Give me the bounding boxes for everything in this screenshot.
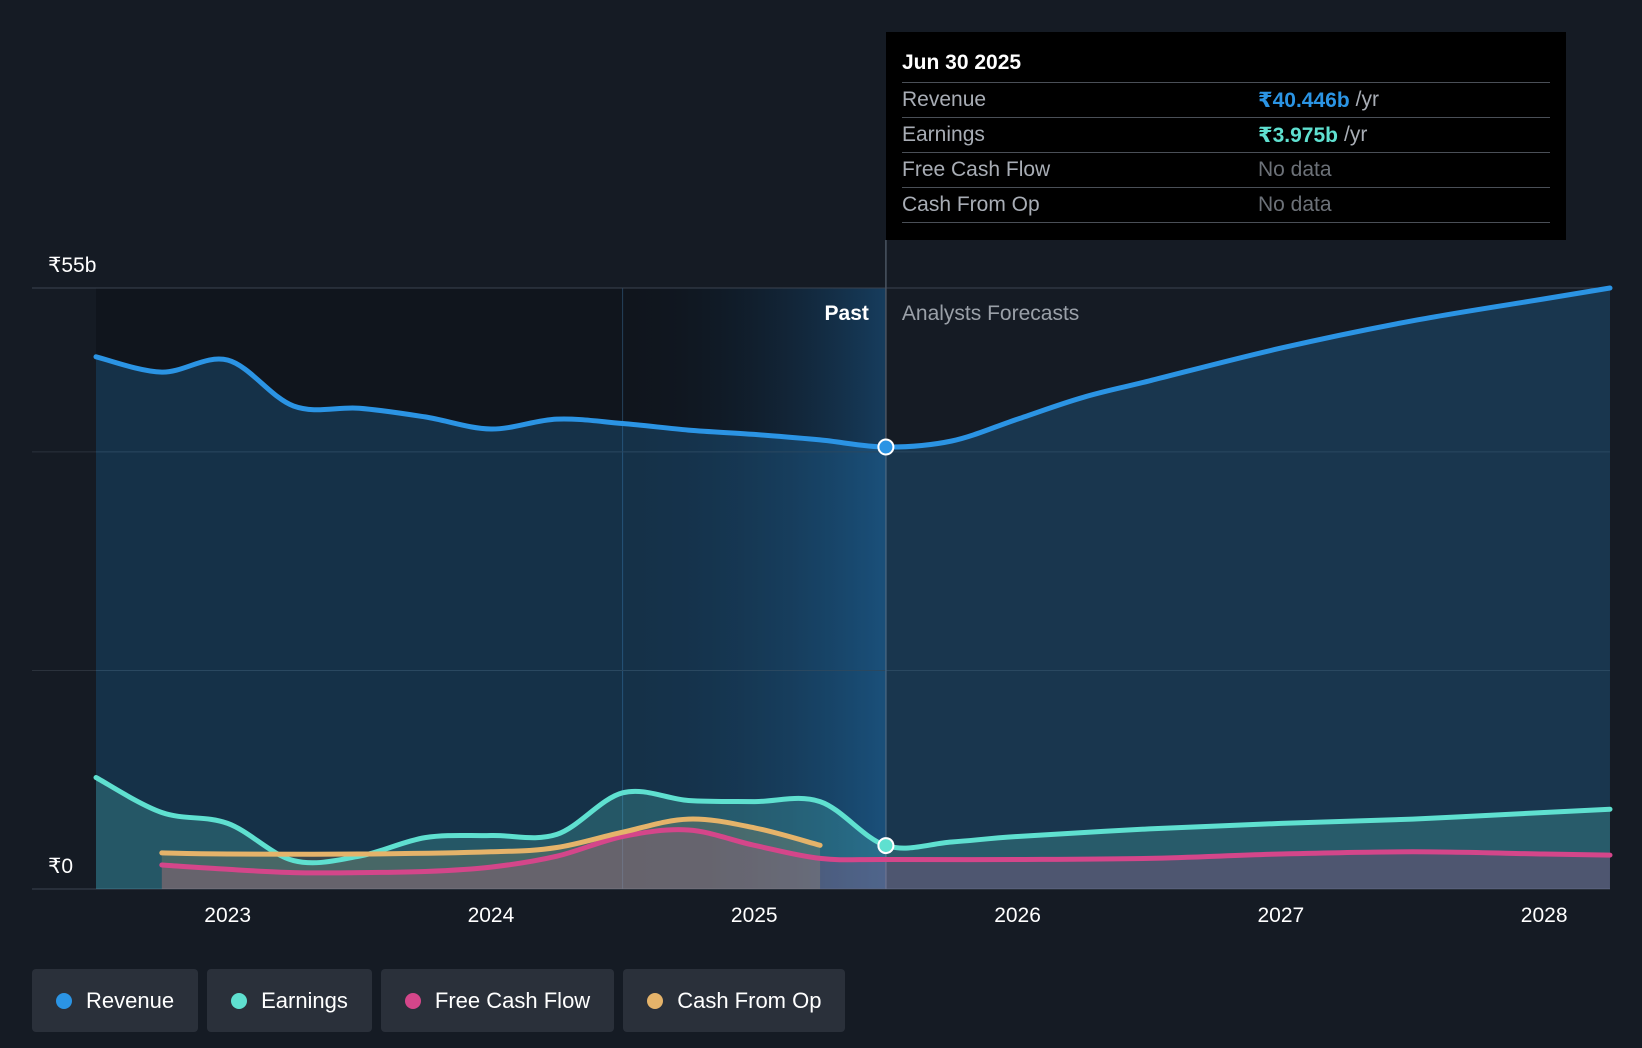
tooltip-unit: /yr: [1344, 123, 1368, 146]
tooltip-value: No data: [1258, 193, 1332, 216]
tooltip-label: Cash From Op: [902, 193, 1040, 216]
x-tick-label: 2026: [994, 904, 1041, 927]
tooltip: Jun 30 2025 Revenue ₹40.446b /yr Earning…: [886, 32, 1566, 240]
tooltip-value: ₹40.446b: [1258, 88, 1350, 112]
free-cash-flow-area: [161, 829, 1610, 889]
x-tick-label: 2025: [731, 904, 778, 927]
tooltip-label: Earnings: [902, 123, 985, 146]
x-tick-label: 2024: [468, 904, 515, 927]
dot-icon: [231, 992, 248, 1009]
tooltip-value: No data: [1258, 158, 1332, 181]
dot-icon: [647, 992, 664, 1009]
earnings-line: [93, 775, 1613, 866]
tooltip-row-fcf: Free Cash Flow No data: [902, 152, 1550, 187]
cash-from-op-line: [159, 816, 823, 857]
x-tick-label: 2023: [204, 904, 251, 927]
earnings-marker: [877, 837, 895, 855]
x-tick-label: 2027: [1257, 904, 1304, 927]
tooltip-row-earnings: Earnings ₹3.975b /yr: [902, 117, 1550, 152]
dot-icon: [56, 992, 72, 1009]
legend-label: Revenue: [86, 987, 175, 1013]
revenue-area: [96, 288, 1610, 889]
legend-item-cash-from-op[interactable]: Cash From Op: [623, 969, 846, 1032]
revenue-line: [93, 285, 1613, 450]
tooltip-unit: /yr: [1355, 88, 1379, 111]
y-tick-label: ₹55b: [48, 254, 96, 277]
tooltip-label: Free Cash Flow: [902, 158, 1051, 181]
free-cash-flow-line: [159, 827, 1613, 876]
y-tick-label: ₹0: [48, 855, 73, 878]
legend-label: Earnings: [261, 987, 348, 1013]
tooltip-row-cfo: Cash From Op No data: [902, 187, 1550, 223]
revenue-marker: [877, 438, 895, 456]
tooltip-row-revenue: Revenue ₹40.446b /yr: [902, 82, 1550, 117]
legend-label: Free Cash Flow: [434, 987, 591, 1013]
earnings-area: [96, 777, 1610, 889]
tooltip-date: Jun 30 2025: [902, 51, 1022, 74]
tooltip-value: ₹3.975b: [1258, 123, 1338, 147]
dot-icon: [404, 992, 421, 1009]
legend-item-revenue[interactable]: Revenue: [32, 969, 199, 1032]
tooltip-label: Revenue: [902, 88, 987, 111]
legend: Revenue Earnings Free Cash Flow Cash Fro…: [32, 969, 846, 1032]
highlight-region: [622, 288, 886, 889]
x-tick-label: 2028: [1521, 904, 1568, 927]
forecast-label: Analysts Forecasts: [902, 302, 1079, 325]
legend-label: Cash From Op: [677, 987, 822, 1013]
legend-item-earnings[interactable]: Earnings: [207, 969, 372, 1032]
legend-item-free-cash-flow[interactable]: Free Cash Flow: [380, 969, 615, 1032]
past-label: Past: [825, 302, 869, 325]
